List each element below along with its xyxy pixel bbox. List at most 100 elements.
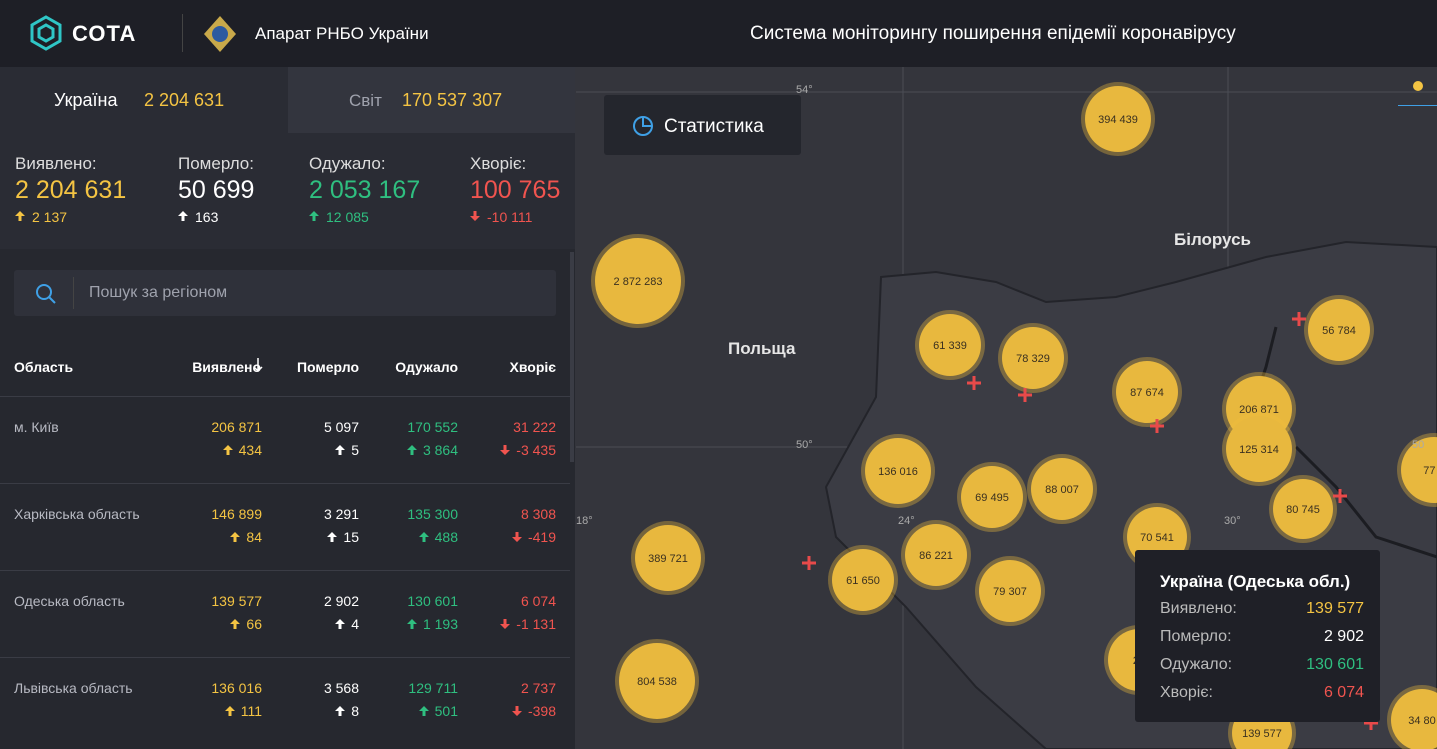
arrow-icon (511, 706, 522, 716)
region-name[interactable]: Харківська область (14, 506, 140, 522)
coord-label: 30° (1224, 515, 1241, 527)
stat-label: Померло: (178, 154, 254, 173)
bubble[interactable] (1401, 437, 1437, 503)
bubble-label: 34 80 (1408, 715, 1436, 727)
tab-value: 170 537 307 (402, 90, 503, 110)
cell-delta: 4 (351, 616, 359, 632)
country-label: Польща (728, 339, 796, 358)
bubble[interactable] (1308, 299, 1370, 361)
tab-value: 2 204 631 (144, 90, 225, 110)
cell-delta: 111 (240, 703, 262, 719)
cell-value: 6 074 (520, 593, 556, 609)
arrow-icon (230, 619, 241, 629)
stat-label: Виявлено: (15, 154, 97, 173)
table-area (0, 249, 575, 749)
coord-label: 54° (796, 84, 813, 96)
region-name[interactable]: Одеська область (14, 593, 125, 609)
tab[interactable] (0, 67, 288, 133)
bubble[interactable] (1002, 327, 1064, 389)
bubble-label: 206 871 (1239, 404, 1279, 416)
bubble[interactable] (635, 525, 701, 591)
cell-value: 3 568 (323, 680, 359, 696)
cell-delta: 488 (434, 529, 458, 545)
bubble[interactable] (979, 560, 1041, 622)
bubble-label: 61 339 (933, 340, 967, 352)
row-divider (0, 396, 570, 397)
bubble[interactable] (961, 466, 1023, 528)
stat-label: Одужало: (309, 154, 386, 173)
tooltip-value: 2 902 (1323, 628, 1364, 645)
cell-value: 170 552 (407, 419, 458, 435)
column-header[interactable]: Виявлено (192, 359, 261, 375)
tooltip: Україна (Одеська обл.) Виявлено: 139 577 По… (1135, 550, 1380, 722)
bubble[interactable] (1226, 416, 1292, 482)
divider (73, 277, 74, 309)
stat-value: 2 053 167 (309, 176, 421, 204)
bubble[interactable] (1273, 479, 1333, 539)
stat-delta: 12 085 (326, 209, 369, 225)
bubble[interactable] (1031, 458, 1093, 520)
marker[interactable] (1333, 489, 1347, 503)
column-header[interactable]: Одужало (395, 359, 458, 375)
bubble[interactable] (832, 549, 894, 611)
cell-value: 129 711 (408, 680, 458, 696)
cell-delta: -419 (527, 529, 556, 545)
search-box[interactable] (14, 270, 556, 316)
stat-delta: 2 137 (32, 209, 68, 225)
chart-icon (633, 116, 653, 136)
cell-value: 130 601 (407, 593, 458, 609)
bubble-label: 136 016 (878, 466, 918, 478)
stat-value: 100 765 (470, 176, 561, 204)
cell-value: 31 222 (513, 419, 556, 435)
map[interactable]: 394 439 2 872 283 61 339 78 329 87 674 206 87… (576, 67, 1437, 749)
column-header[interactable]: Померло (296, 359, 359, 375)
sort-icon[interactable] (253, 357, 263, 373)
layer-toggle[interactable] (1398, 79, 1437, 106)
marker[interactable] (967, 376, 981, 390)
cell-delta: 5 (351, 442, 359, 458)
tab[interactable] (288, 67, 575, 133)
logo-icon (30, 15, 62, 51)
bubble[interactable] (595, 238, 681, 324)
arrow-icon (15, 211, 25, 221)
marker[interactable] (1018, 388, 1032, 402)
marker[interactable] (1150, 419, 1164, 433)
search-icon (36, 284, 56, 304)
coord-label: 18° (576, 515, 593, 527)
cell-delta: 15 (343, 529, 359, 545)
cell-value: 2 902 (323, 593, 359, 609)
bubble-label: 2 872 283 (614, 276, 663, 288)
arrow-icon (406, 619, 417, 629)
cell-delta: 434 (238, 442, 262, 458)
arrow-icon (224, 706, 235, 716)
brand: СОТА (72, 21, 137, 46)
cell-delta: 8 (351, 703, 359, 719)
bubble[interactable] (865, 438, 931, 504)
stats-button[interactable] (604, 95, 801, 155)
bubble-label: 70 541 (1140, 532, 1174, 544)
region-name[interactable]: Львівська область (14, 680, 133, 696)
tooltip-label: Хворіє: (1160, 684, 1213, 701)
column-header[interactable]: Хворіє (509, 359, 556, 375)
bubble[interactable] (1391, 689, 1437, 749)
arrow-icon (327, 532, 338, 542)
bubble[interactable] (619, 643, 695, 719)
bubble[interactable] (919, 314, 981, 376)
bubble[interactable] (1085, 86, 1151, 152)
bubble-label: 389 721 (648, 553, 688, 565)
marker[interactable] (802, 556, 816, 570)
bubble-label: 78 329 (1016, 353, 1050, 365)
sidebar: Україна 2 204 631 Світ 170 537 307 Виявлено:… (0, 67, 575, 749)
column-header[interactable]: Область (14, 359, 74, 375)
bubble[interactable] (905, 524, 967, 586)
tooltip-value: 130 601 (1306, 656, 1364, 673)
stat-delta: 163 (195, 209, 219, 225)
region-name[interactable]: м. Київ (14, 419, 59, 435)
tooltip-label: Виявлено: (1160, 600, 1237, 617)
arrow-icon (335, 706, 346, 716)
marker[interactable] (1292, 312, 1306, 326)
cell-delta: 84 (246, 529, 262, 545)
cell-value: 2 737 (520, 680, 556, 696)
arrow-icon (418, 532, 429, 542)
bubble[interactable] (1116, 361, 1178, 423)
